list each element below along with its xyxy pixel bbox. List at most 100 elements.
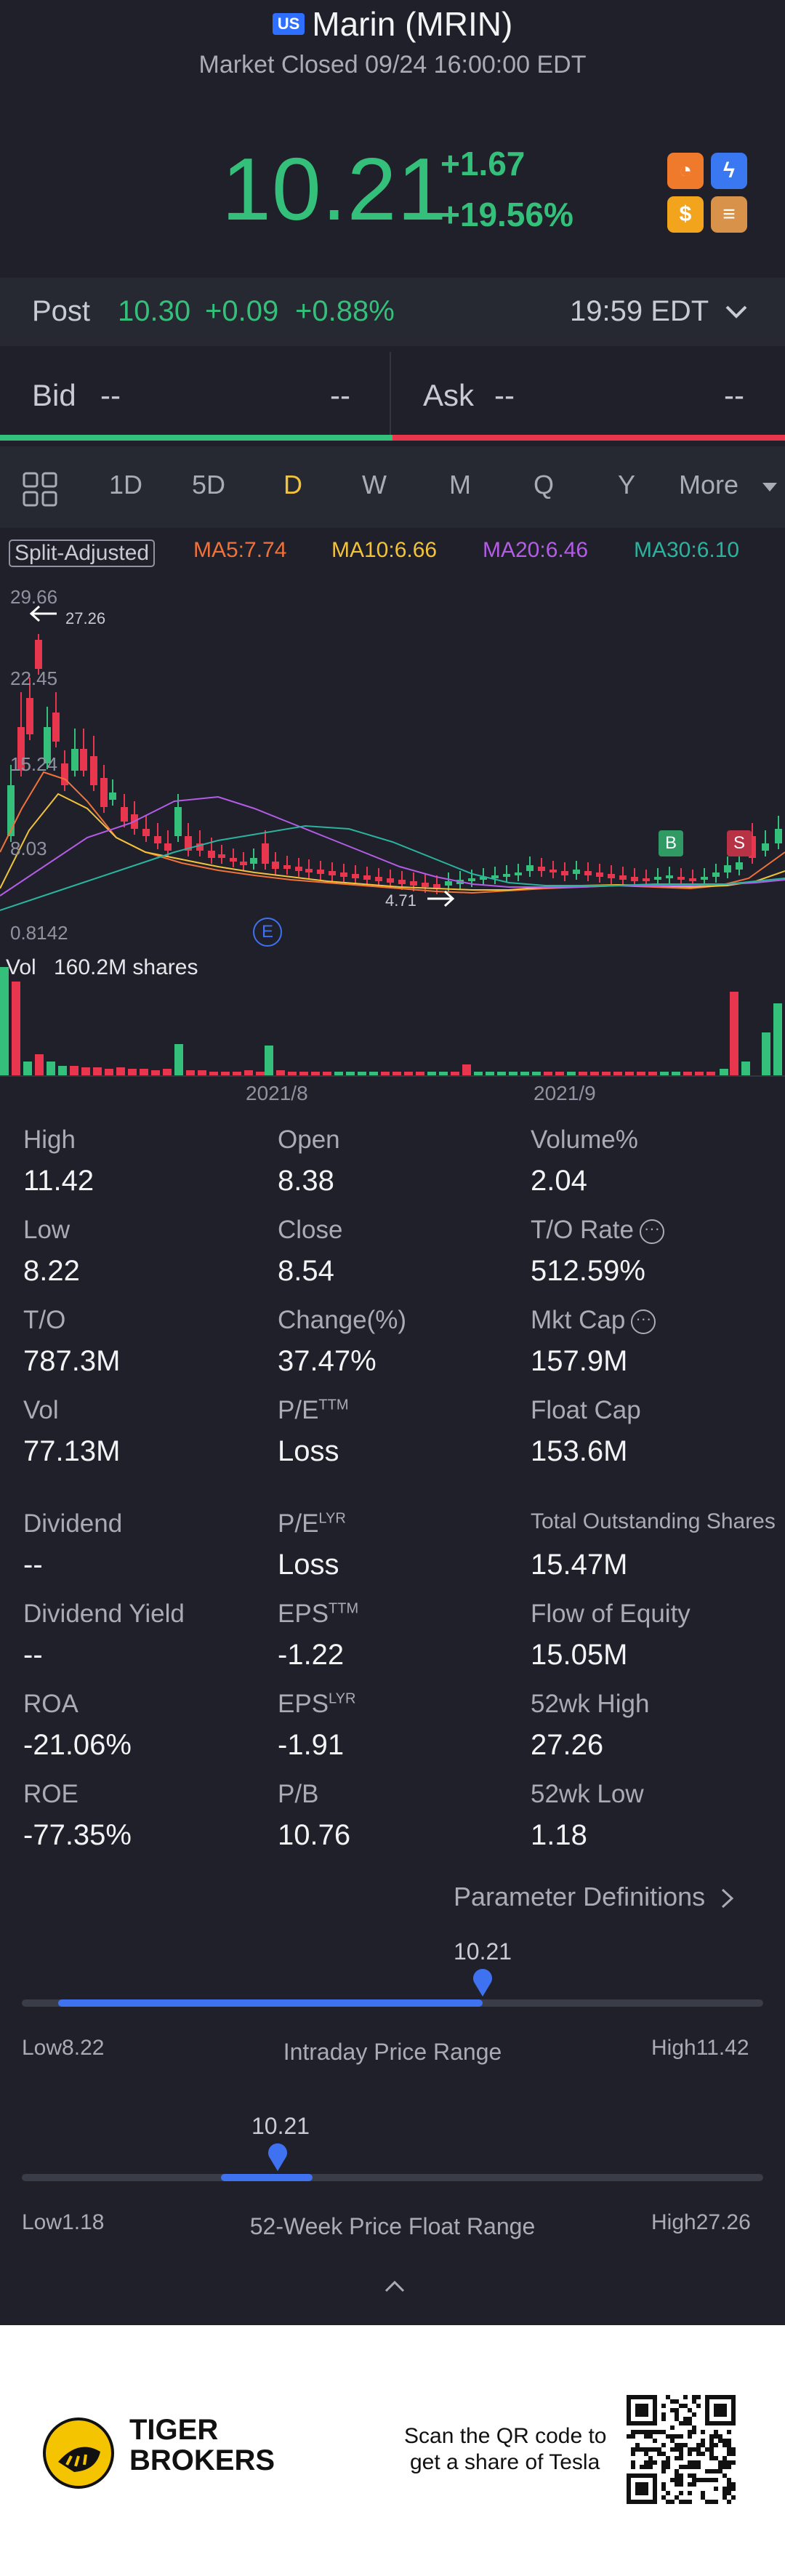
stat-value: -77.35% [23, 1819, 132, 1851]
post-change: +0.09 [205, 295, 279, 327]
tab-5d[interactable]: 5D [192, 470, 226, 499]
parameter-definitions-link[interactable]: Parameter Definitions [454, 1882, 736, 1912]
dollar-icon[interactable]: $ [667, 196, 704, 233]
tab-monthly[interactable]: M [449, 470, 471, 499]
y-tick-max: 29.66 [10, 586, 58, 608]
week52-title: 52-Week Price Float Range [249, 2213, 536, 2239]
volume-bar [151, 1070, 160, 1076]
y-tick-4: 8.03 [10, 838, 47, 859]
week52-track [22, 2174, 763, 2181]
qr-module [653, 2460, 657, 2465]
tab-yearly[interactable]: Y [618, 470, 636, 499]
qr-module [709, 2439, 714, 2443]
options-icon[interactable]: ◔ [667, 153, 704, 189]
qr-module [714, 2434, 718, 2439]
qr-module [666, 2491, 670, 2495]
info-icon[interactable]: ··· [639, 1219, 664, 1244]
qr-module [714, 2487, 718, 2491]
buy-marker[interactable]: B [659, 830, 683, 856]
stat-value: -1.22 [278, 1639, 345, 1671]
qr-module [675, 2447, 679, 2452]
volume-bar [0, 967, 9, 1076]
candle [44, 727, 51, 763]
stat-label: Open [278, 1126, 340, 1155]
volume-bar [660, 1072, 669, 1076]
earnings-event-marker[interactable]: E [253, 918, 282, 947]
qr-code-icon[interactable] [627, 2395, 736, 2504]
candle [608, 874, 615, 878]
volume-bar [590, 1072, 599, 1076]
volume-bar [773, 1003, 782, 1076]
tab-1d[interactable]: 1D [109, 470, 143, 499]
volume-bar [706, 1072, 715, 1076]
candle [52, 713, 60, 742]
tab-more[interactable]: More [679, 470, 739, 499]
candle [422, 883, 429, 887]
stat-value: 27.26 [531, 1729, 604, 1761]
qr-module [688, 2447, 692, 2452]
qr-module [705, 2478, 709, 2482]
candlestick-chart[interactable] [0, 532, 785, 1107]
qr-module [696, 2443, 701, 2447]
candle [80, 749, 87, 771]
qr-module [709, 2452, 714, 2456]
candle [724, 865, 731, 872]
volume-bar [23, 1062, 32, 1076]
qr-module [679, 2478, 683, 2482]
collapse-chevron-icon[interactable] [384, 2279, 406, 2293]
volume-bar [741, 1062, 750, 1076]
volume-bar [233, 1072, 241, 1076]
qr-module [670, 2425, 675, 2430]
candle [666, 875, 673, 878]
ma5-label: MA5:7.74 [193, 538, 287, 562]
more-caret-icon[interactable] [762, 481, 778, 493]
qr-module [722, 2456, 727, 2460]
qr-module [670, 2434, 675, 2439]
candle [468, 878, 475, 881]
stat-value: Loss [278, 1549, 339, 1581]
qr-module [696, 2465, 701, 2469]
sell-marker[interactable]: S [727, 830, 752, 856]
qr-module [701, 2495, 705, 2500]
grid-icon[interactable] [22, 471, 58, 507]
volume-bar [439, 1072, 448, 1076]
stack-icon[interactable]: ≡ [711, 196, 747, 233]
tab-quarterly[interactable]: Q [534, 470, 555, 499]
chevron-down-icon[interactable] [724, 304, 749, 320]
qr-module [692, 2460, 696, 2465]
intraday-low-label: Low [22, 2036, 63, 2060]
volume-bar [323, 1072, 331, 1076]
qr-module [714, 2430, 718, 2434]
qr-module [666, 2456, 670, 2460]
candle [526, 865, 534, 871]
post-price: 10.30 [118, 295, 191, 327]
stat-label: 52wk High [531, 1690, 649, 1719]
volume-bar [520, 1072, 529, 1076]
qr-module [731, 2482, 736, 2487]
tab-daily[interactable]: D [283, 470, 302, 499]
qr-module [722, 2465, 727, 2469]
volume-bar [58, 1066, 67, 1076]
market-status: Market Closed 09/24 16:00:00 EDT [198, 51, 587, 79]
qr-module [627, 2434, 631, 2439]
candle [538, 867, 545, 871]
lightning-icon[interactable]: ϟ [711, 153, 747, 189]
stat-value: -- [23, 1639, 43, 1671]
stat-value: 157.9M [531, 1345, 628, 1377]
qr-module [670, 2500, 675, 2504]
qr-module [675, 2456, 679, 2460]
stat-label: Close [278, 1216, 342, 1245]
qr-module [644, 2434, 648, 2439]
y-tick-3: 15.24 [10, 753, 58, 775]
qr-module [727, 2482, 731, 2487]
post-market-row[interactable]: Post 10.30 +0.09 +0.88% 19:59 EDT [0, 278, 785, 346]
arrow-left-icon [29, 605, 57, 622]
split-adjusted-toggle[interactable]: Split-Adjusted [9, 539, 156, 567]
qr-module [644, 2430, 648, 2434]
qr-module [714, 2500, 718, 2504]
info-icon[interactable]: ··· [631, 1309, 656, 1334]
ma10-label: MA10:6.66 [331, 538, 438, 562]
qr-module [688, 2434, 692, 2439]
x-tick-aug: 2021/8 [246, 1082, 308, 1104]
tab-weekly[interactable]: W [362, 470, 387, 499]
